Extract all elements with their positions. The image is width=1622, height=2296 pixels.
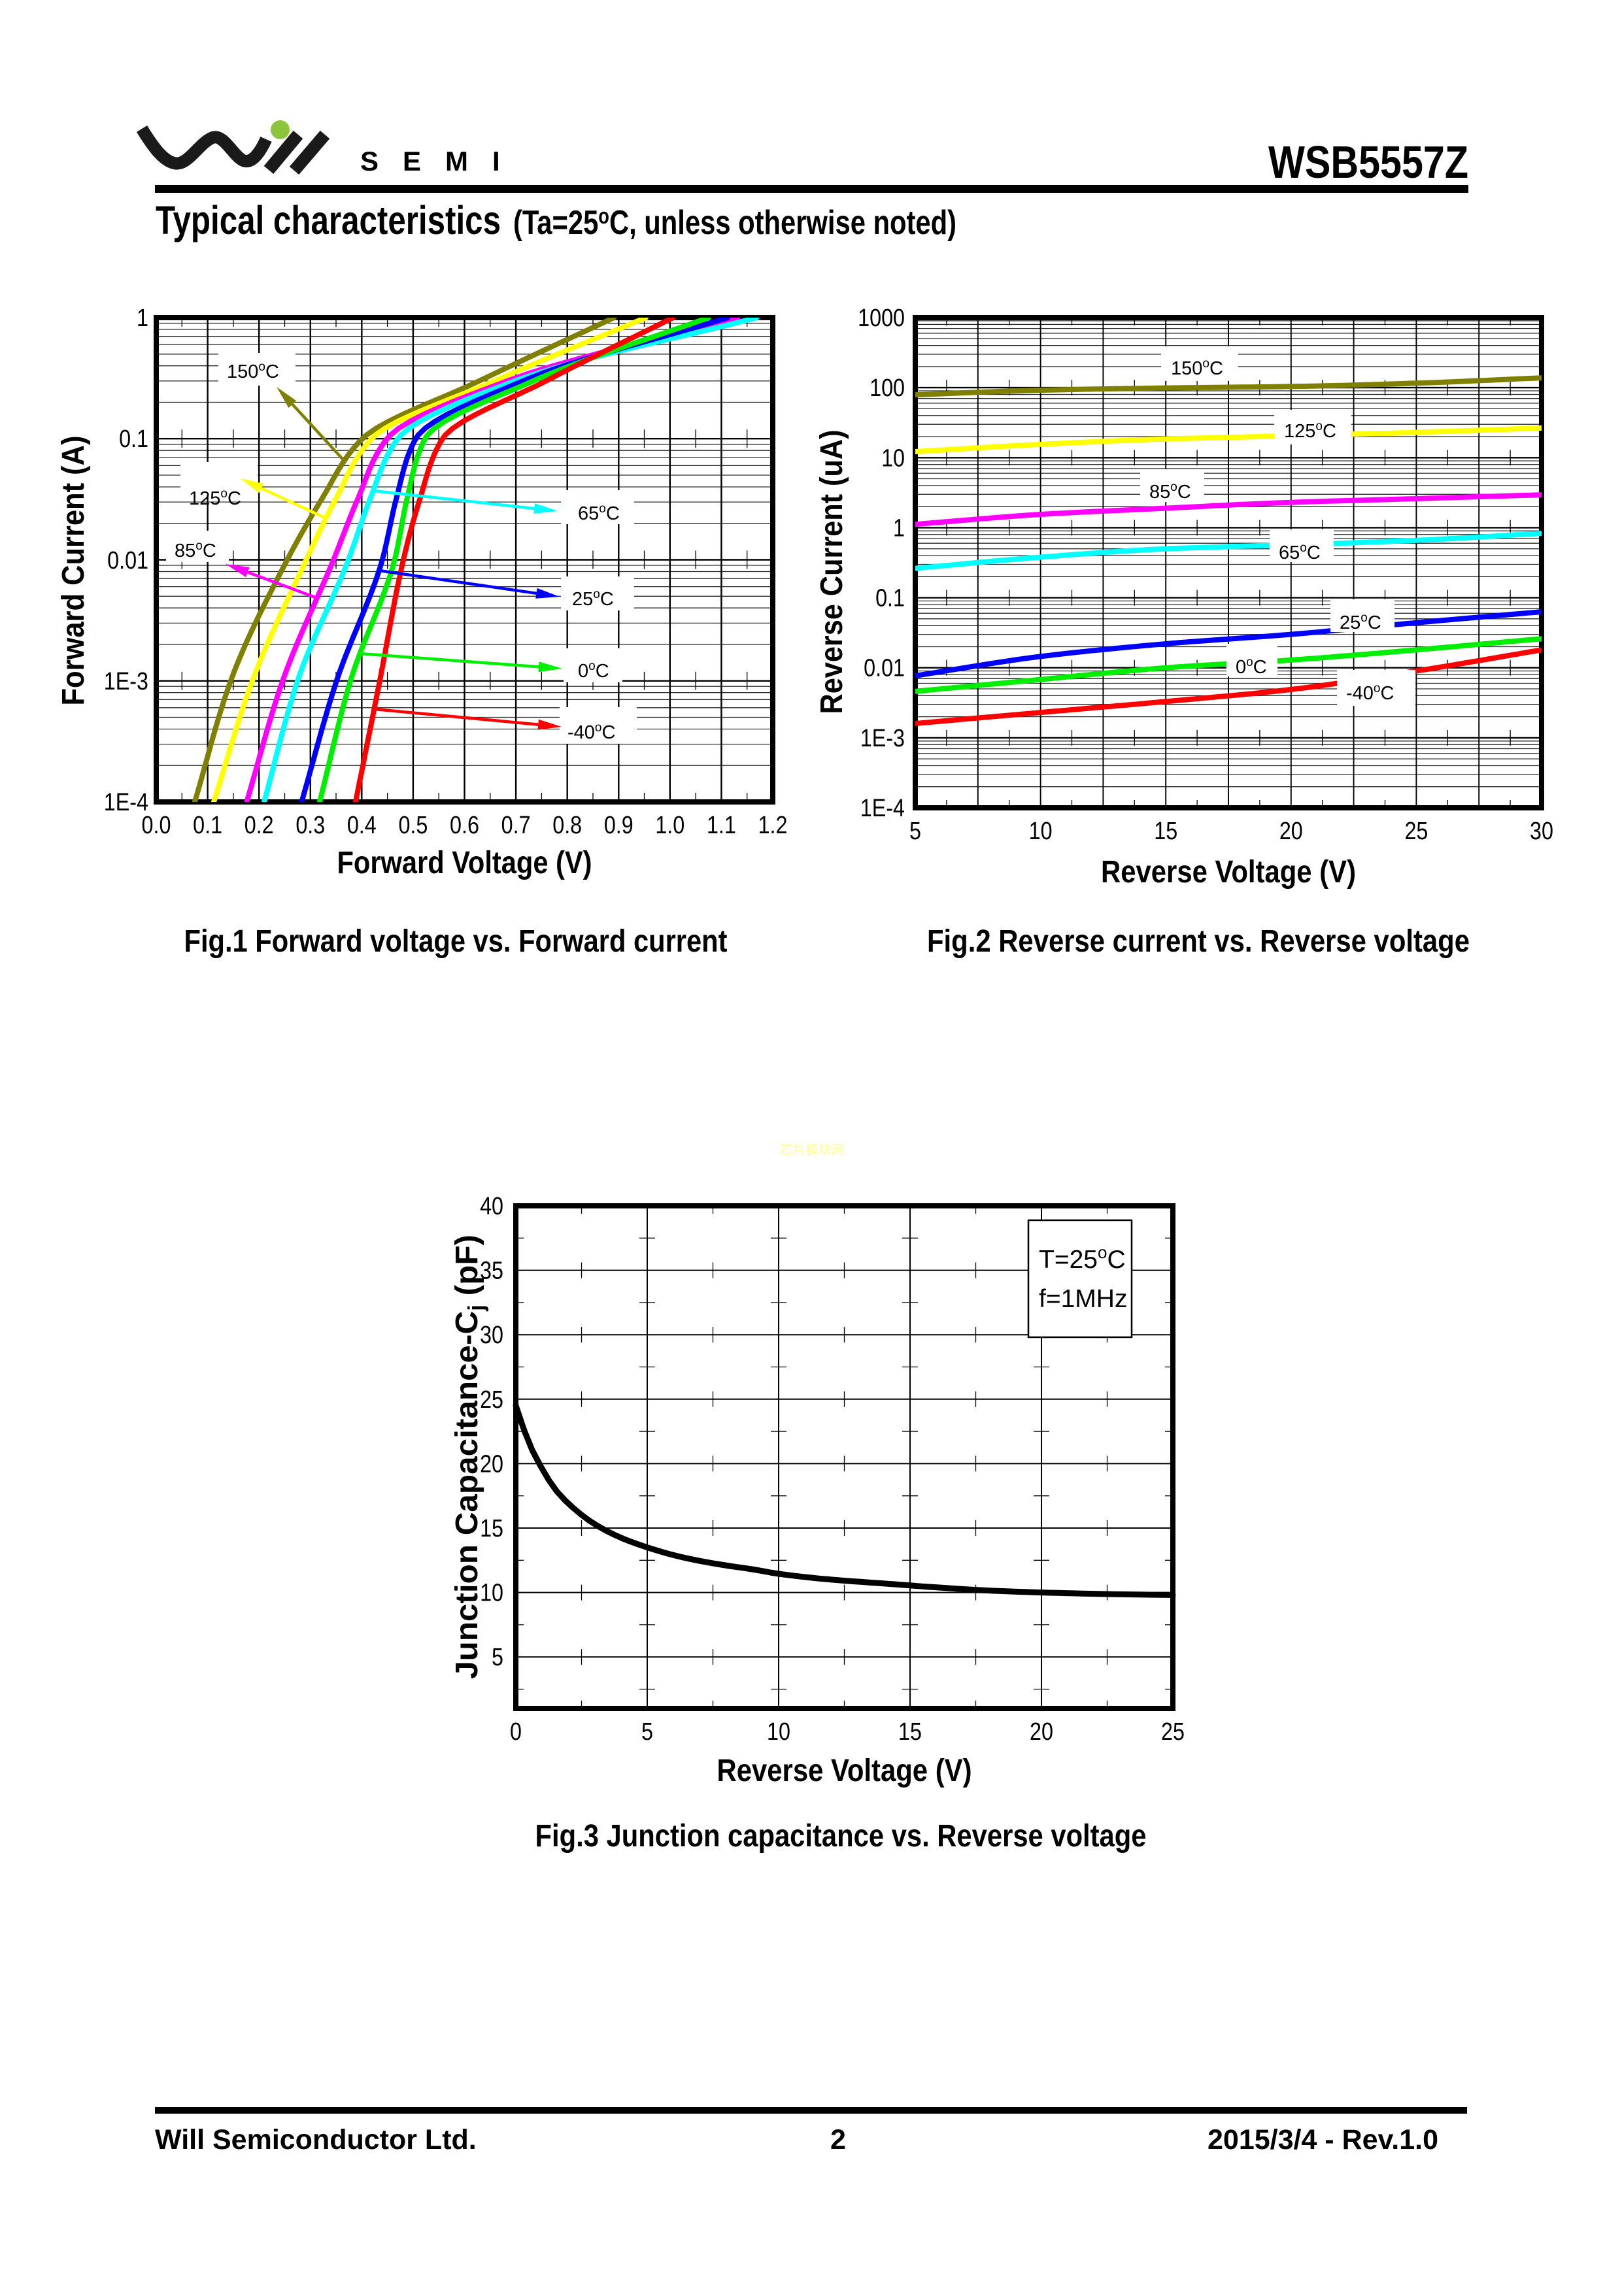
svg-text:0.5: 0.5 bbox=[398, 812, 428, 839]
svg-text:1.2: 1.2 bbox=[758, 812, 788, 839]
svg-text:-40oC: -40oC bbox=[567, 721, 615, 743]
svg-text:Reverse Current (uA): Reverse Current (uA) bbox=[815, 430, 849, 714]
svg-text:Forward Voltage (V): Forward Voltage (V) bbox=[337, 846, 592, 880]
svg-text:1: 1 bbox=[893, 514, 905, 542]
svg-text:Will Semiconductor Ltd.: Will Semiconductor Ltd. bbox=[155, 2124, 477, 2155]
svg-text:25oC: 25oC bbox=[572, 588, 614, 610]
svg-text:0oC: 0oC bbox=[578, 659, 609, 682]
svg-text:T=25oC: T=25oC bbox=[1039, 1242, 1126, 1274]
svg-text:0.01: 0.01 bbox=[864, 655, 905, 682]
svg-text:0.0: 0.0 bbox=[142, 812, 171, 839]
svg-text:150oC: 150oC bbox=[1171, 357, 1223, 379]
svg-text:1E-4: 1E-4 bbox=[104, 789, 148, 816]
svg-text:SEMI: SEMI bbox=[360, 146, 524, 176]
svg-text:0: 0 bbox=[510, 1718, 522, 1746]
svg-text:25: 25 bbox=[1161, 1718, 1185, 1746]
svg-text:10: 10 bbox=[480, 1580, 503, 1607]
svg-text:Forward Current (A): Forward Current (A) bbox=[56, 436, 91, 706]
svg-text:Reverse Voltage (V): Reverse Voltage (V) bbox=[717, 1754, 972, 1788]
svg-text:0.01: 0.01 bbox=[107, 547, 148, 574]
svg-text:15: 15 bbox=[898, 1718, 922, 1746]
svg-text:Reverse Voltage (V): Reverse Voltage (V) bbox=[1101, 855, 1356, 890]
svg-text:Junction Capacitance-Cj (pF): Junction Capacitance-Cj (pF) bbox=[450, 1235, 489, 1679]
svg-text:100: 100 bbox=[870, 374, 905, 402]
svg-text:15: 15 bbox=[1154, 818, 1177, 845]
svg-text:40: 40 bbox=[480, 1193, 503, 1220]
svg-text:Fig.3 Junction capacitance vs.: Fig.3 Junction capacitance vs. Reverse v… bbox=[535, 1819, 1147, 1854]
svg-text:5: 5 bbox=[641, 1718, 653, 1746]
svg-text:-40oC: -40oC bbox=[1346, 682, 1394, 704]
svg-text:10: 10 bbox=[1029, 818, 1053, 845]
svg-text:125oC: 125oC bbox=[189, 487, 241, 509]
svg-text:0.1: 0.1 bbox=[875, 585, 905, 612]
svg-text:0.4: 0.4 bbox=[347, 812, 377, 839]
svg-text:0.9: 0.9 bbox=[604, 812, 634, 839]
svg-text:(Ta=25oC, unless otherwise not: (Ta=25oC, unless otherwise noted) bbox=[513, 204, 956, 242]
svg-text:35: 35 bbox=[480, 1257, 503, 1285]
svg-text:Fig.2 Reverse current vs. Reve: Fig.2 Reverse current vs. Reverse voltag… bbox=[927, 924, 1470, 959]
svg-text:f=1MHz: f=1MHz bbox=[1039, 1285, 1127, 1313]
svg-text:0.8: 0.8 bbox=[552, 812, 582, 839]
svg-text:65oC: 65oC bbox=[1279, 541, 1321, 563]
svg-text:25: 25 bbox=[1404, 818, 1428, 845]
svg-text:Typical characteristics: Typical characteristics bbox=[156, 198, 501, 242]
svg-text:85oC: 85oC bbox=[175, 539, 216, 561]
svg-text:Fig.1 Forward voltage vs. Forw: Fig.1 Forward voltage vs. Forward curren… bbox=[184, 924, 728, 959]
svg-text:0.7: 0.7 bbox=[501, 812, 531, 839]
svg-text:10: 10 bbox=[767, 1718, 790, 1746]
svg-text:15: 15 bbox=[480, 1515, 503, 1542]
svg-text:1E-4: 1E-4 bbox=[860, 795, 905, 822]
svg-text:1.0: 1.0 bbox=[655, 812, 684, 839]
svg-text:1E-3: 1E-3 bbox=[860, 725, 905, 752]
svg-text:0.2: 0.2 bbox=[245, 812, 274, 839]
svg-text:25oC: 25oC bbox=[1340, 611, 1381, 633]
svg-text:5: 5 bbox=[909, 818, 921, 845]
svg-text:1000: 1000 bbox=[858, 305, 905, 332]
svg-text:1E-3: 1E-3 bbox=[104, 668, 148, 695]
svg-text:2015/3/4 - Rev.1.0: 2015/3/4 - Rev.1.0 bbox=[1208, 2124, 1438, 2155]
svg-text:0.1: 0.1 bbox=[119, 425, 148, 453]
svg-text:65oC: 65oC bbox=[578, 502, 620, 524]
svg-text:150oC: 150oC bbox=[227, 360, 279, 382]
svg-text:20: 20 bbox=[480, 1450, 503, 1478]
svg-text:芯片模块网: 芯片模块网 bbox=[779, 1142, 845, 1157]
svg-text:30: 30 bbox=[1530, 818, 1553, 845]
svg-text:0.6: 0.6 bbox=[450, 812, 479, 839]
svg-text:WSB5557Z: WSB5557Z bbox=[1268, 137, 1468, 188]
svg-text:10: 10 bbox=[881, 444, 905, 472]
svg-text:1.1: 1.1 bbox=[707, 812, 736, 839]
svg-text:20: 20 bbox=[1030, 1718, 1053, 1746]
svg-text:30: 30 bbox=[480, 1322, 503, 1349]
svg-text:5: 5 bbox=[492, 1644, 503, 1671]
svg-text:0.1: 0.1 bbox=[193, 812, 222, 839]
svg-text:0.3: 0.3 bbox=[296, 812, 325, 839]
svg-text:1: 1 bbox=[137, 305, 148, 332]
svg-text:25: 25 bbox=[480, 1386, 503, 1414]
svg-text:20: 20 bbox=[1279, 818, 1303, 845]
svg-text:125oC: 125oC bbox=[1284, 420, 1336, 442]
svg-text:85oC: 85oC bbox=[1149, 480, 1191, 503]
svg-text:2: 2 bbox=[830, 2124, 846, 2155]
